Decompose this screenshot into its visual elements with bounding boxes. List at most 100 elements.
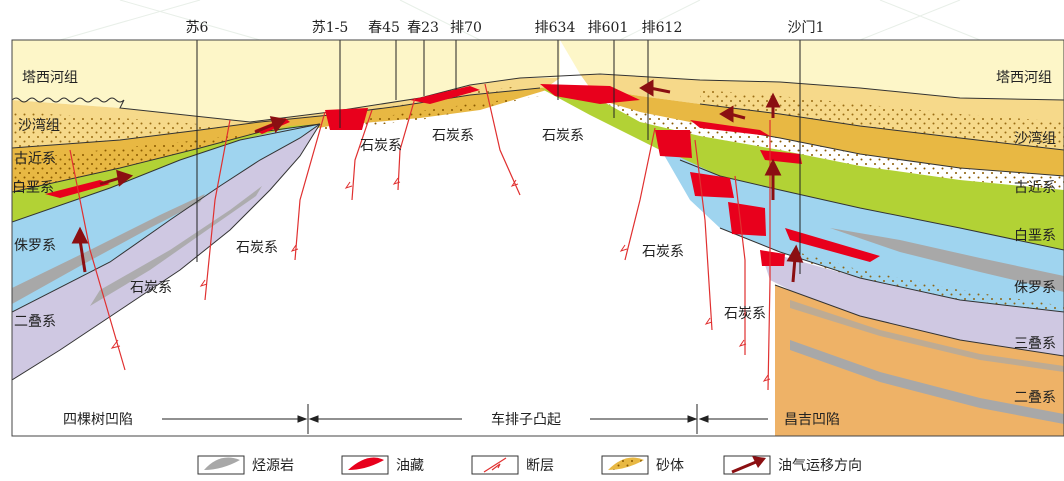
formation-label: 沙湾组 [1014, 130, 1056, 147]
oil-reservoir [540, 84, 640, 104]
formation-label: 石炭系 [432, 128, 474, 144]
right-basin-strata [540, 40, 1064, 436]
region-label: 车排子凸起 [491, 411, 561, 428]
right-paleogene-sand [600, 100, 1064, 190]
oil-reservoir [690, 120, 770, 136]
migration-arrow [764, 158, 782, 200]
fault-arrows [110, 177, 771, 382]
migration-arrow [765, 92, 781, 118]
well-lines [196, 40, 801, 274]
legend-item: 烃源岩 [197, 455, 294, 475]
region-label: 昌吉凹陷 [784, 412, 840, 428]
fault-line [624, 127, 656, 261]
carboniferous-labels: 石炭系 石炭系 石炭系 石炭系 石炭系 石炭系 石炭系 [130, 128, 766, 322]
legend-item: 砂体 [601, 455, 684, 475]
well-name: 排601 [588, 20, 629, 36]
fault-line [351, 109, 373, 201]
right-formation-labels: 塔西河组 沙湾组 古近系 白垩系 侏罗系 三叠系 二叠系 [996, 70, 1056, 406]
formation-label: 塔西河组 [996, 70, 1052, 86]
well-name: 沙门1 [788, 20, 825, 36]
well-name: 春23 [407, 20, 439, 36]
formation-label: 沙湾组 [18, 117, 60, 134]
oil-reservoir [728, 202, 766, 236]
right-source-rock-lower2 [790, 300, 1064, 372]
formation-label: 塔西河组 [22, 70, 78, 86]
legend-item: 油藏 [341, 455, 424, 475]
well-name: 排634 [535, 20, 576, 36]
oil-reservoir [760, 250, 785, 266]
formation-label: 三叠系 [1014, 336, 1056, 352]
formation-label: 二叠系 [14, 314, 56, 330]
right-tashihe-layer [560, 40, 1064, 100]
fault-line [694, 139, 713, 331]
well-names: 苏6 苏1-5 春45 春23 排70 排634 排601 排612 沙门1 [186, 20, 825, 36]
well-name: 排612 [642, 20, 683, 36]
formation-label: 石炭系 [724, 306, 766, 322]
migration-arrow [719, 105, 746, 123]
formation-label: 石炭系 [360, 138, 402, 154]
left-source-rock-lower [90, 186, 262, 306]
formation-label: 古近系 [1014, 180, 1056, 196]
left-permian-layer [12, 124, 320, 380]
unconformity-lines [12, 73, 1064, 381]
right-cretaceous-layer [540, 88, 1064, 250]
fault-line [294, 111, 326, 261]
right-shawan-sand [700, 90, 1064, 150]
left-paleogene-sand [12, 96, 540, 212]
left-source-rock [12, 194, 205, 304]
oil-reservoir [410, 86, 480, 104]
right-source-rock-lower [790, 340, 1064, 424]
background-lines [59, 0, 981, 41]
legend-item: 油气运移方向 [723, 455, 862, 475]
formation-label: 石炭系 [130, 280, 172, 296]
well-name: 苏1-5 [312, 20, 349, 36]
legend-item: 断层 [471, 455, 554, 475]
oil-reservoir [785, 228, 880, 262]
legend-label: 油藏 [396, 458, 424, 474]
region-divider [162, 404, 768, 434]
fault-line [397, 97, 416, 191]
right-paleogene-layer [590, 88, 1064, 176]
migration-arrow [639, 79, 671, 97]
legend-label: 断层 [526, 458, 554, 474]
formation-label: 侏罗系 [1014, 280, 1056, 296]
legend-label: 油气运移方向 [778, 458, 862, 474]
right-jurassic-layer [660, 148, 1064, 312]
legend-label: 砂体 [656, 458, 684, 474]
migration-arrow [99, 169, 134, 187]
region-labels: 四棵树凹陷 车排子凸起 昌吉凹陷 [63, 411, 840, 428]
left-formation-labels: 塔西河组 沙湾组 古近系 白垩系 侏罗系 二叠系 [12, 70, 78, 330]
right-source-rock [830, 228, 1064, 292]
faults [69, 83, 771, 391]
section-frame [11, 39, 1064, 437]
right-jurassic-sand [780, 250, 1064, 318]
formation-label: 石炭系 [642, 244, 684, 260]
region-label: 四棵树凹陷 [63, 412, 133, 428]
fault-line [69, 149, 126, 371]
fault-line [484, 83, 521, 196]
fault-line [204, 119, 231, 301]
fault-line [734, 175, 746, 355]
well-name: 春45 [368, 20, 400, 36]
migration-arrow [786, 244, 804, 283]
right-permian-layer [760, 250, 1064, 356]
left-tashihe-layer [12, 40, 560, 122]
well-name: 排70 [450, 20, 482, 36]
well-name: 苏6 [186, 20, 209, 36]
formation-label: 石炭系 [236, 240, 278, 256]
oil-reservoir [325, 108, 368, 130]
legend: 烃源岩 油藏 断层 砂体 油气运移方向 [197, 455, 862, 475]
formation-label: 侏罗系 [14, 238, 56, 254]
migration-arrow [71, 226, 89, 273]
oil-reservoir [655, 130, 692, 158]
formation-label: 石炭系 [542, 128, 584, 144]
migration-arrow [254, 116, 287, 134]
formation-label: 白垩系 [1014, 228, 1056, 244]
migration-arrows [71, 79, 804, 283]
formation-label: 二叠系 [1014, 390, 1056, 406]
left-basin-strata [12, 40, 560, 380]
legend-label: 烃源岩 [252, 458, 294, 474]
formation-label: 白垩系 [12, 180, 54, 196]
formation-label: 古近系 [14, 151, 56, 167]
